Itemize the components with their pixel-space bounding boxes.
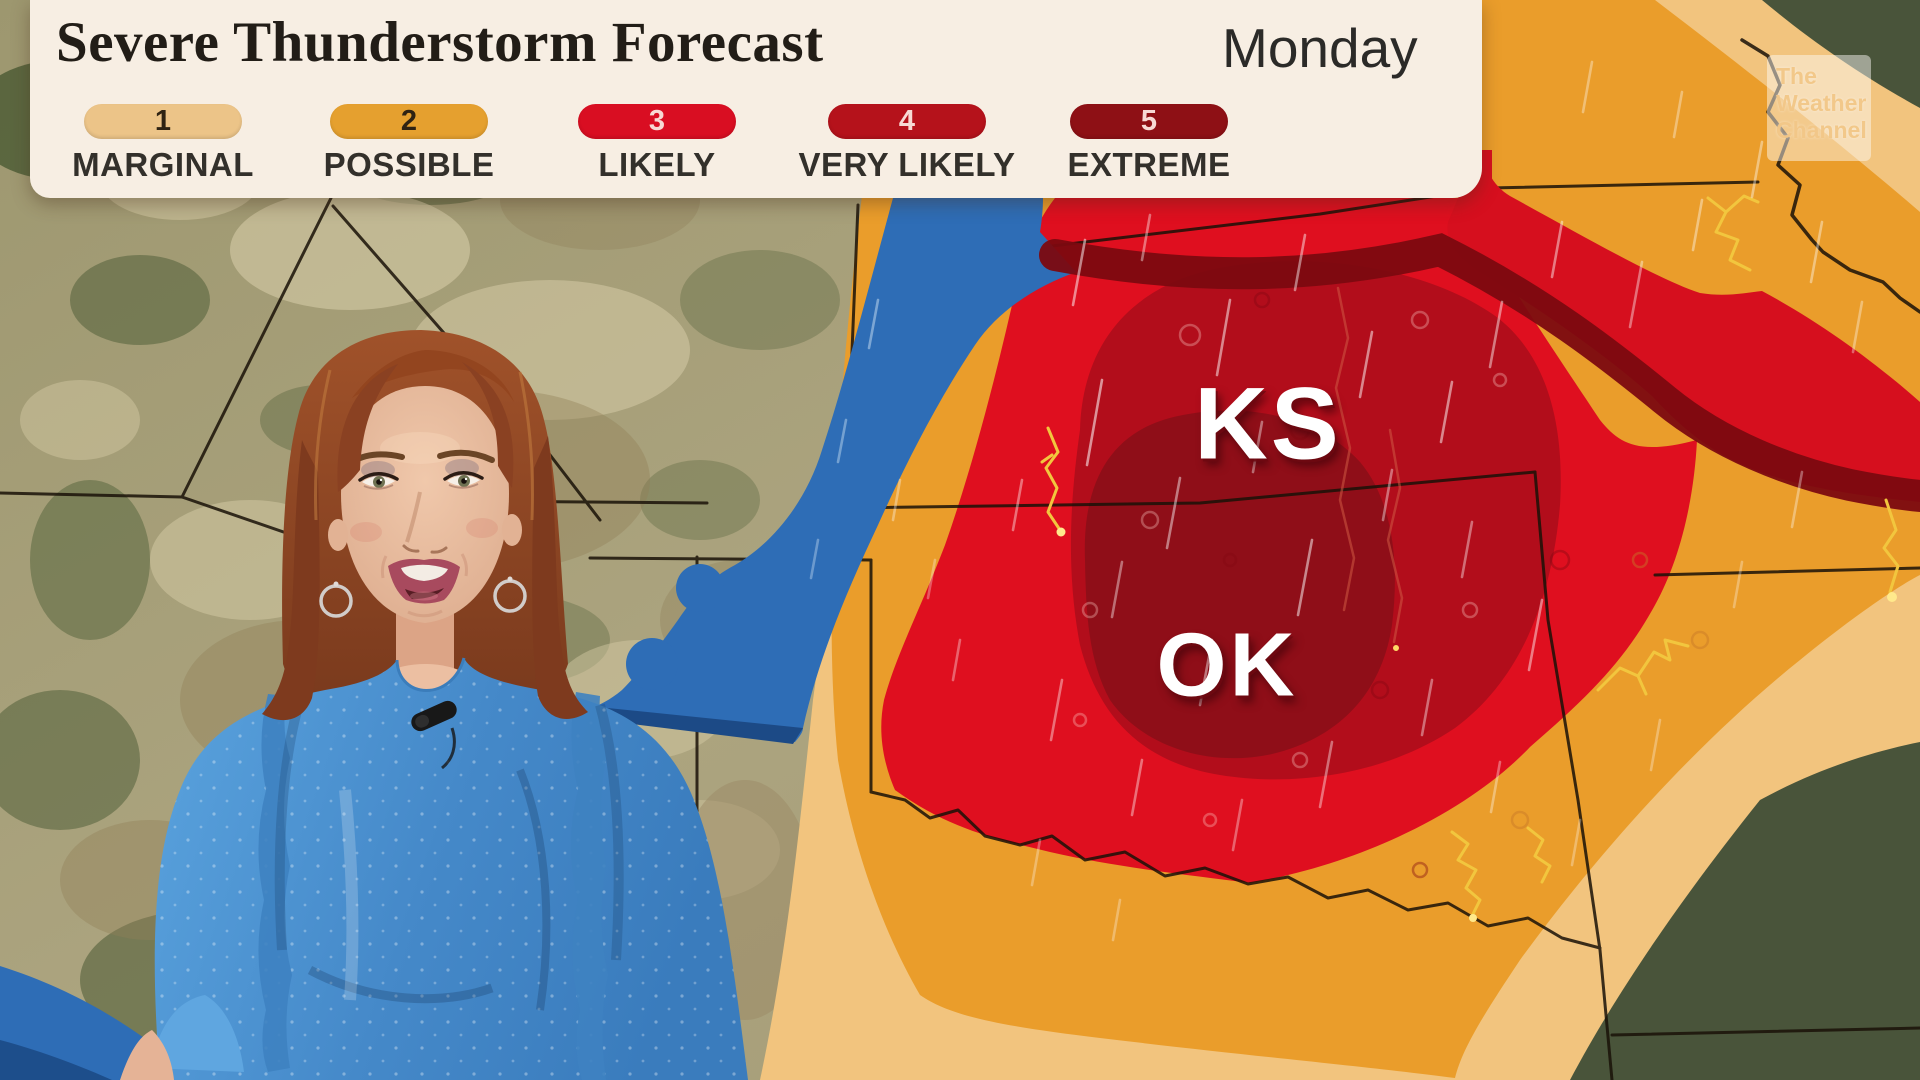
legend-label-likely: LIKELY: [598, 146, 716, 183]
forearm: [120, 1030, 174, 1080]
legend-label-very-likely: VERY LIKELY: [798, 146, 1016, 183]
legend-item-likely: 3 LIKELY: [578, 104, 736, 184]
hair-front: [262, 350, 588, 721]
weather-channel-logo: The Weather Channel: [1767, 55, 1871, 161]
hoop-earrings: [319, 576, 527, 618]
legend-swatch-1: 1: [84, 104, 242, 139]
logo-line-3: Channel: [1776, 117, 1867, 144]
lightning-icons: [1040, 194, 1900, 922]
forest-corner-bottom-right: [1570, 742, 1920, 1080]
legend-item-extreme: 5 EXTREME: [1067, 104, 1231, 184]
page-title: Severe Thunderstorm Forecast: [56, 11, 824, 74]
forest-corner-top-right: [1762, 0, 1920, 108]
presenter-figure: [120, 330, 749, 1080]
logo-line-1: The: [1776, 63, 1817, 89]
blouse: [120, 657, 749, 1080]
forecast-day-label: Monday: [1222, 17, 1418, 79]
legend-swatch-2: 2: [330, 104, 488, 139]
legend-item-marginal: 1 MARGINAL: [72, 104, 253, 184]
missouri-river-border: [1740, 38, 1920, 314]
face-features: [349, 432, 498, 618]
sleeve-ruffle-left: [258, 694, 292, 1072]
state-label-ks: KS: [1194, 366, 1342, 481]
state-label-ok: OK: [1156, 615, 1298, 716]
legend-item-possible: 2 POSSIBLE: [324, 104, 494, 184]
rain-streaks: [809, 60, 1864, 942]
sleeve-cuff: [150, 995, 244, 1072]
warm-front-scallop: [626, 638, 678, 690]
face: [341, 386, 509, 623]
forecast-header-panel: Severe Thunderstorm Forecast Monday 1 MA…: [30, 0, 1482, 198]
lavalier-mic: [411, 700, 457, 770]
legend-label-extreme: EXTREME: [1067, 146, 1231, 183]
risk-zone-extreme: [1084, 410, 1395, 759]
legend-item-very-likely: 4 VERY LIKELY: [798, 104, 1015, 184]
legend-swatch-3: 3: [578, 104, 736, 139]
legend-swatch-5: 5: [1070, 104, 1228, 139]
legend-label-marginal: MARGINAL: [72, 146, 254, 183]
warm-front-scallop: [676, 564, 724, 612]
hail-icons: [1072, 291, 1710, 879]
legend-label-possible: POSSIBLE: [323, 146, 495, 183]
logo-line-2: Weather: [1776, 90, 1867, 117]
sleeve-ruffle-right: [571, 692, 608, 1080]
legend-swatch-4: 4: [828, 104, 986, 139]
